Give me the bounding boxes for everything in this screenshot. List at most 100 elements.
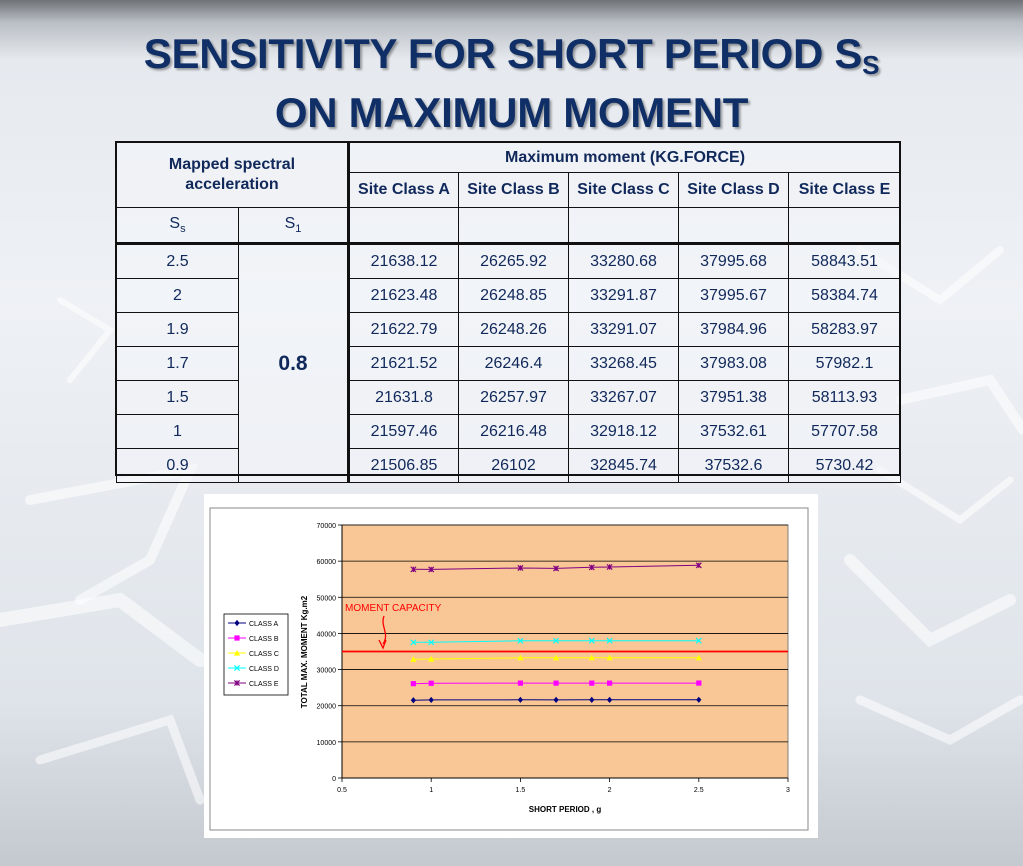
legend-label: CLASS D bbox=[249, 666, 279, 673]
x-tick-label: 1.5 bbox=[516, 787, 526, 794]
title-line1: SENSITIVITY FOR SHORT PERIOD S bbox=[143, 30, 863, 77]
ss-cell: 2 bbox=[116, 278, 239, 313]
ss-cell: 1.5 bbox=[116, 380, 239, 415]
value-cell: 33291.07 bbox=[568, 312, 679, 347]
ss-cell: 1.9 bbox=[116, 312, 239, 347]
data-point bbox=[606, 563, 613, 571]
y-tick-label: 30000 bbox=[317, 668, 337, 675]
value-cell: 26248.85 bbox=[458, 278, 569, 313]
data-point bbox=[607, 696, 613, 703]
mapped-acceleration-header: Mapped spectral acceleration bbox=[116, 142, 350, 208]
data-point bbox=[588, 564, 595, 571]
table-row: 1.7 21621.52 26246.4 33268.45 37983.08 5… bbox=[116, 346, 902, 381]
data-point bbox=[695, 654, 702, 661]
y-tick-label: 10000 bbox=[317, 740, 337, 747]
header-spacer bbox=[568, 207, 679, 245]
data-point bbox=[410, 566, 417, 573]
moment-capacity-arrow bbox=[382, 615, 387, 645]
value-cell: 5730.42 bbox=[787, 448, 902, 483]
y-tick-label: 40000 bbox=[317, 631, 337, 638]
x-tick-label: 2 bbox=[608, 787, 612, 794]
moment-table: Mapped spectral acceleration Maximum mom… bbox=[116, 142, 902, 483]
data-point bbox=[553, 637, 560, 644]
value-cell: 57707.58 bbox=[787, 414, 902, 449]
table-row: 0.9 21506.85 26102 32845.74 37532.6 5730… bbox=[116, 448, 902, 483]
y-axis-label: TOTAL MAX. MOMENT Kg.m2 bbox=[300, 595, 309, 708]
value-cell: 37532.61 bbox=[678, 414, 789, 449]
value-cell: 58113.93 bbox=[787, 380, 902, 415]
x-tick-label: 2.5 bbox=[694, 787, 704, 794]
value-cell: 33291.87 bbox=[568, 278, 679, 313]
data-point bbox=[695, 562, 702, 569]
data-point bbox=[428, 655, 435, 662]
x-tick-label: 0.5 bbox=[337, 787, 347, 794]
value-cell: 21623.48 bbox=[348, 278, 459, 313]
title-subscript: S bbox=[862, 50, 880, 80]
legend-label: CLASS B bbox=[249, 636, 279, 643]
header-spacer bbox=[678, 207, 789, 245]
value-cell: 26265.92 bbox=[458, 243, 569, 279]
value-cell: 37951.38 bbox=[678, 380, 789, 415]
max-moment-header: Maximum moment (KG.FORCE) bbox=[347, 142, 902, 173]
data-point bbox=[428, 680, 434, 686]
data-point bbox=[428, 566, 435, 573]
table-row: 2 21623.48 26248.85 33291.87 37995.67 58… bbox=[116, 278, 902, 313]
header-spacer bbox=[787, 207, 902, 245]
s1-value-cell: 0.8 bbox=[238, 243, 350, 483]
ss-cell: 1 bbox=[116, 414, 239, 449]
data-point bbox=[607, 680, 613, 686]
value-cell: 26102 bbox=[458, 448, 569, 483]
data-point bbox=[588, 637, 595, 644]
chart-frame: 0 10000 20000 30000 40000 50000 60000 70000 0.5 1… bbox=[204, 494, 818, 838]
value-cell: 37983.08 bbox=[678, 346, 789, 381]
value-cell: 58843.51 bbox=[787, 243, 902, 279]
data-point bbox=[517, 654, 524, 661]
x-tick-label: 3 bbox=[786, 787, 790, 794]
data-point bbox=[606, 637, 613, 644]
value-cell: 21506.85 bbox=[348, 448, 459, 483]
x-axis-label: SHORT PERIOD , g bbox=[529, 805, 602, 814]
data-point bbox=[552, 654, 560, 661]
value-cell: 37984.96 bbox=[678, 312, 789, 347]
chart-area-border bbox=[209, 507, 809, 831]
data-point bbox=[696, 680, 702, 686]
value-cell: 33268.45 bbox=[568, 346, 679, 381]
moment-chart: 0 10000 20000 30000 40000 50000 60000 70000 0.5 1… bbox=[204, 494, 818, 838]
value-cell: 37532.6 bbox=[678, 448, 789, 483]
data-point bbox=[428, 696, 434, 704]
table-row: 1.9 21622.79 26248.26 33291.07 37984.96 … bbox=[116, 312, 902, 347]
s1-header: S1 bbox=[238, 207, 350, 245]
header-spacer bbox=[348, 207, 459, 245]
ss-header: Ss bbox=[116, 207, 239, 245]
ss-cell: 1.7 bbox=[116, 346, 239, 381]
data-point bbox=[588, 654, 595, 661]
y-tick-label: 70000 bbox=[317, 523, 337, 530]
data-point bbox=[517, 696, 523, 703]
data-point bbox=[410, 681, 416, 687]
slide-title: SENSITIVITY FOR SHORT PERIOD SS ON MAXIM… bbox=[0, 30, 1023, 137]
legend-marker bbox=[233, 649, 241, 656]
legend-label: CLASS E bbox=[249, 681, 279, 688]
value-cell: 21638.12 bbox=[348, 243, 459, 279]
value-cell: 21597.46 bbox=[348, 414, 459, 449]
table-row: 2.5 0.8 21638.12 26265.92 33280.68 37995… bbox=[116, 243, 902, 483]
value-cell: 21631.8 bbox=[348, 380, 459, 415]
data-point bbox=[553, 680, 559, 686]
value-cell: 37995.68 bbox=[678, 243, 789, 279]
y-tick-label: 20000 bbox=[317, 704, 337, 711]
site-class-c-header: Site Class C bbox=[568, 172, 679, 208]
value-cell: 58283.97 bbox=[787, 312, 902, 347]
value-cell: 33280.68 bbox=[568, 243, 679, 279]
data-point bbox=[410, 639, 417, 646]
legend-marker bbox=[233, 679, 241, 687]
legend-label: CLASS A bbox=[249, 621, 279, 628]
value-cell: 21621.52 bbox=[348, 346, 459, 381]
value-cell: 32918.12 bbox=[568, 414, 679, 449]
ss-cell: 0.9 bbox=[116, 448, 239, 483]
legend-marker bbox=[234, 635, 240, 641]
moment-capacity-label: MOMENT CAPACITY bbox=[345, 603, 442, 614]
x-tick-label: 1 bbox=[429, 787, 433, 794]
site-class-b-header: Site Class B bbox=[458, 172, 569, 208]
data-point bbox=[517, 680, 523, 686]
data-point bbox=[553, 696, 559, 703]
